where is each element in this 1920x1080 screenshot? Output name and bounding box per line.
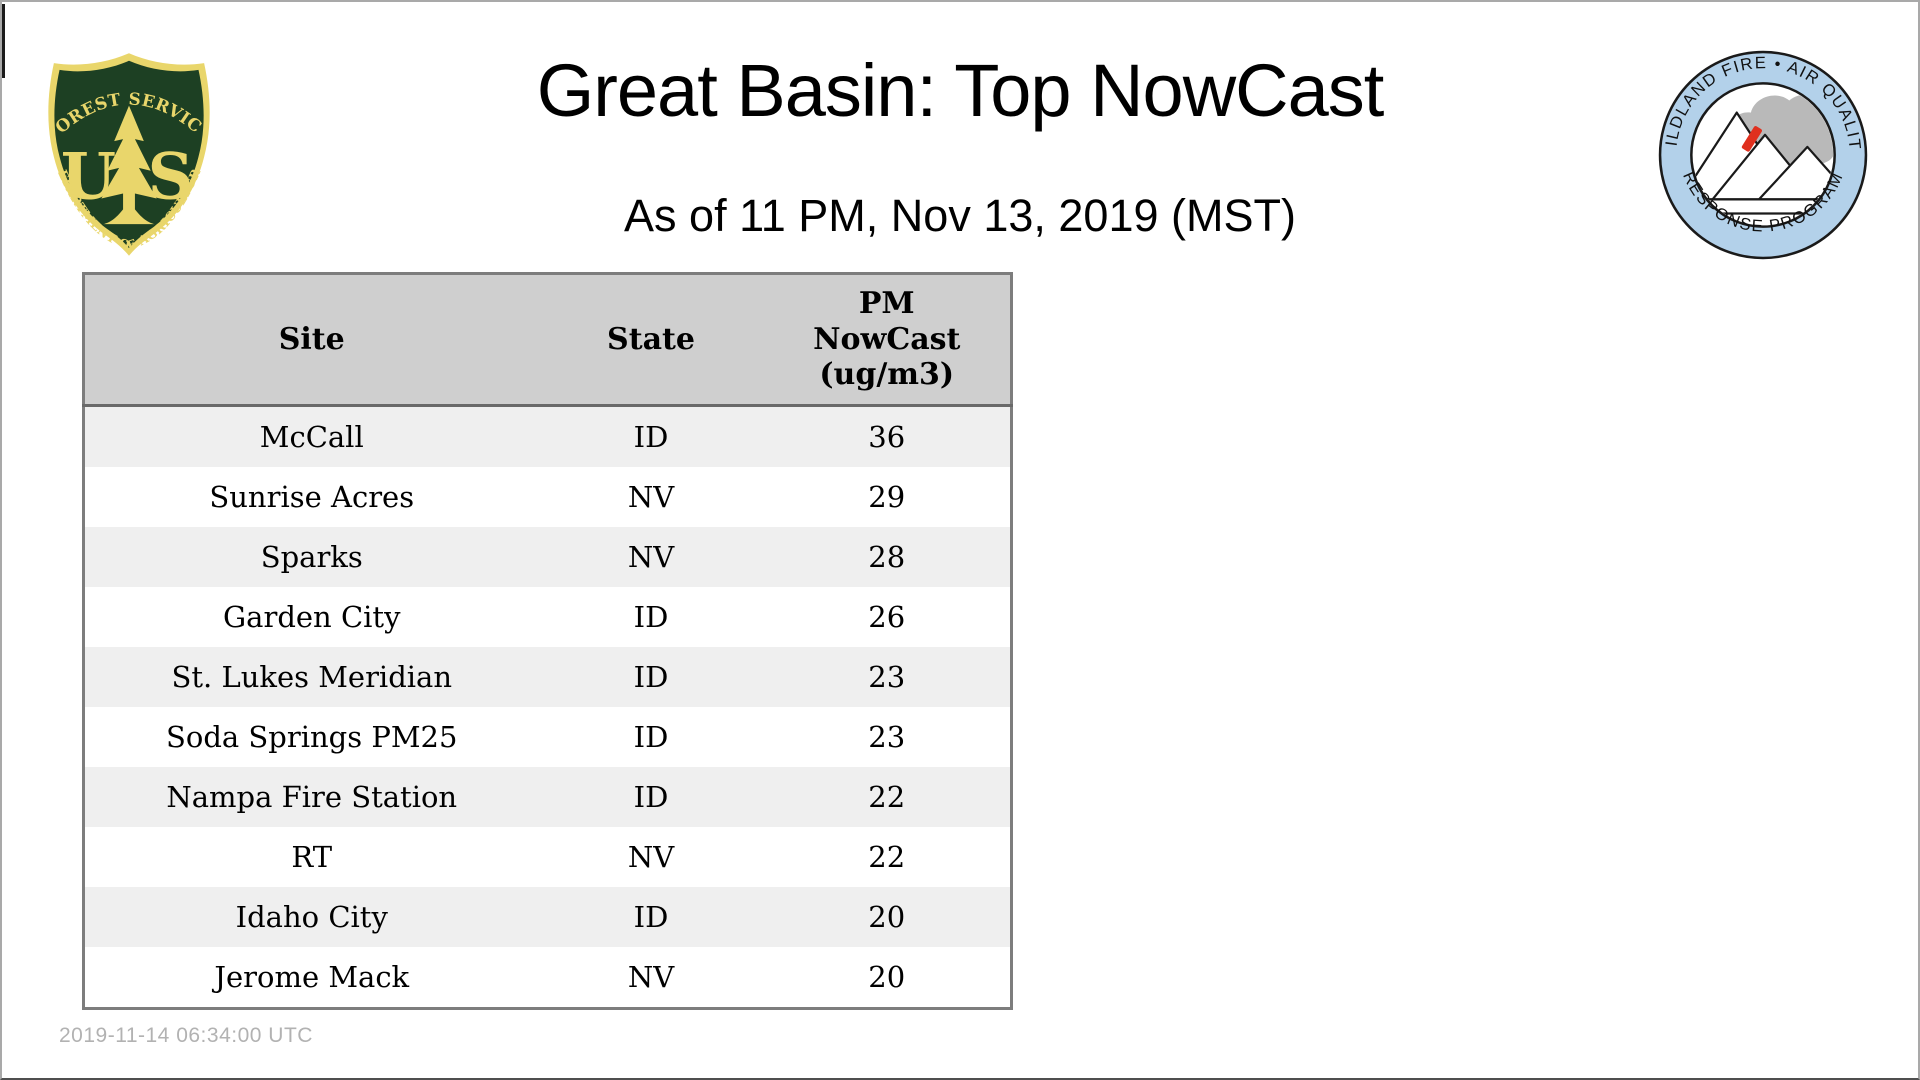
table-row: Soda Springs PM25 ID 23 [83, 707, 1012, 767]
table-row: McCall ID 36 [83, 405, 1012, 467]
cell-pm-nowcast: 26 [763, 587, 1012, 647]
cell-state: ID [538, 587, 764, 647]
cell-pm-nowcast: 22 [763, 827, 1012, 887]
table-body: McCall ID 36 Sunrise Acres NV 29 Sparks … [83, 405, 1012, 1009]
table-row: Nampa Fire Station ID 22 [83, 767, 1012, 827]
wfaqrp-logo-icon: WILDLAND FIRE • AIR QUALITY RESPONSE PRO… [1656, 48, 1868, 260]
forest-service-logo-icon: FOREST SERVICE U S DEPARTMENT OF AGRICUL… [45, 48, 210, 256]
fs-monogram-s: S [148, 139, 194, 213]
cell-pm-nowcast: 36 [763, 405, 1012, 467]
cell-pm-nowcast: 29 [763, 467, 1012, 527]
table-row: Sparks NV 28 [83, 527, 1012, 587]
table-header-state: State [538, 273, 764, 407]
table-header-site: Site [83, 273, 539, 407]
table-row: St. Lukes Meridian ID 23 [83, 647, 1012, 707]
cell-pm-nowcast: 28 [763, 527, 1012, 587]
cell-state: ID [538, 647, 764, 707]
cell-state: NV [538, 527, 764, 587]
cell-state: ID [538, 707, 764, 767]
cell-site: Soda Springs PM25 [83, 707, 539, 767]
nowcast-table-container: Site State PM NowCast (ug/m3) McCall ID … [82, 272, 1013, 1010]
flame-icon [1741, 126, 1762, 152]
cell-state: ID [538, 887, 764, 947]
table-row: Garden City ID 26 [83, 587, 1012, 647]
cell-site: Garden City [83, 587, 539, 647]
pine-tree-icon [101, 105, 157, 225]
fs-monogram-u: U [61, 139, 116, 213]
cell-pm-nowcast: 20 [763, 947, 1012, 1009]
table-header-pm-nowcast: PM NowCast (ug/m3) [763, 273, 1012, 407]
table-row: Idaho City ID 20 [83, 887, 1012, 947]
table-header-row: Site State PM NowCast (ug/m3) [83, 273, 1012, 407]
cell-pm-nowcast: 23 [763, 647, 1012, 707]
cell-state: NV [538, 947, 764, 1009]
cell-site: RT [83, 827, 539, 887]
left-edge-mark [2, 4, 5, 78]
cell-site: Sparks [83, 527, 539, 587]
nowcast-table: Site State PM NowCast (ug/m3) McCall ID … [82, 272, 1013, 1010]
cell-site: St. Lukes Meridian [83, 647, 539, 707]
cell-state: NV [538, 827, 764, 887]
cell-pm-nowcast: 23 [763, 707, 1012, 767]
cell-pm-nowcast: 22 [763, 767, 1012, 827]
page-title: Great Basin: Top NowCast [536, 49, 1385, 132]
table-row: RT NV 22 [83, 827, 1012, 887]
cell-site: McCall [83, 405, 539, 467]
cell-pm-nowcast: 20 [763, 887, 1012, 947]
cell-state: ID [538, 405, 764, 467]
table-row: Sunrise Acres NV 29 [83, 467, 1012, 527]
page-subtitle: As of 11 PM, Nov 13, 2019 (MST) [624, 190, 1296, 241]
cell-site: Jerome Mack [83, 947, 539, 1009]
cell-state: NV [538, 467, 764, 527]
cell-site: Idaho City [83, 887, 539, 947]
cell-site: Nampa Fire Station [83, 767, 539, 827]
cell-site: Sunrise Acres [83, 467, 539, 527]
footer-timestamp: 2019-11-14 06:34:00 UTC [59, 1024, 313, 1047]
table-row: Jerome Mack NV 20 [83, 947, 1012, 1009]
cell-state: ID [538, 767, 764, 827]
